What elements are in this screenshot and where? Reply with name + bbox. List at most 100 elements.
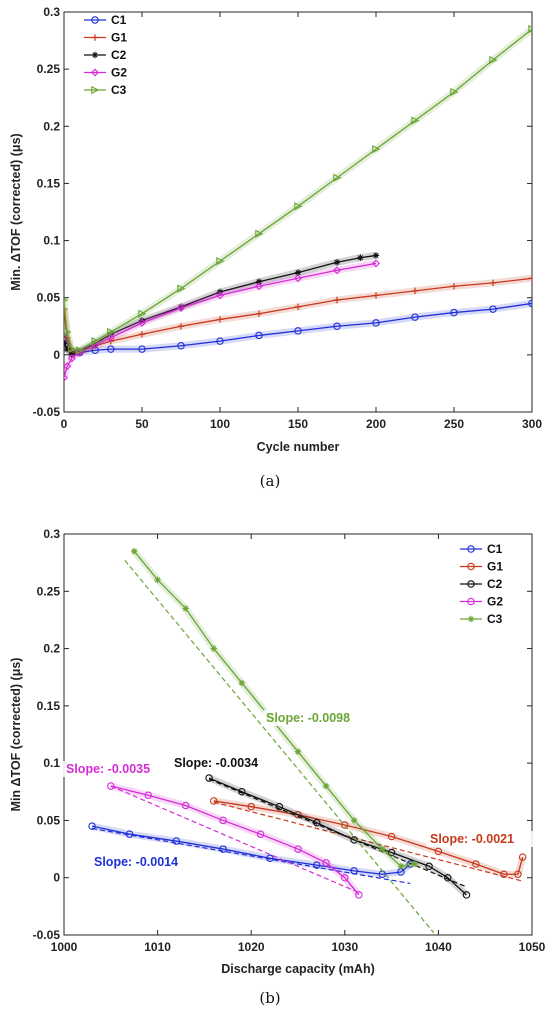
data-point-c1 — [177, 341, 185, 350]
series-c2 — [205, 774, 471, 899]
data-point-g2 — [322, 859, 330, 867]
series-g2 — [107, 782, 363, 899]
data-point-c2 — [92, 340, 99, 347]
x-tick-label: 1040 — [425, 940, 452, 954]
data-point-c2 — [387, 848, 396, 857]
data-point-c2 — [138, 317, 146, 324]
series-line-g1 — [213, 800, 524, 875]
legend-label: C2 — [487, 577, 503, 591]
data-point-c1 — [125, 830, 134, 838]
data-point-c3 — [131, 547, 138, 555]
panel-caption-b: (b) — [259, 989, 280, 1007]
legend-item-c3: C3 — [84, 83, 127, 97]
data-point-c1 — [450, 308, 458, 317]
data-point-g1 — [528, 275, 532, 282]
data-point-g2 — [106, 333, 115, 342]
plot-area — [88, 547, 527, 934]
data-point-c2 — [333, 259, 341, 266]
data-point-c2 — [275, 802, 284, 811]
y-tick-label: -0.05 — [33, 928, 61, 942]
fit-line-c3 — [124, 559, 435, 934]
data-point-c1 — [107, 345, 115, 353]
data-point-c3 — [107, 327, 116, 337]
data-point-c2 — [64, 345, 71, 353]
data-point-c2 — [425, 862, 433, 871]
legend-marker — [467, 580, 475, 588]
data-point-c3 — [489, 55, 498, 65]
legend: C1 G1 C2 G2 C3 — [84, 13, 127, 97]
legend-label: C2 — [111, 48, 127, 62]
data-point-c3 — [182, 605, 189, 612]
x-tick-label: 1020 — [238, 940, 265, 954]
legend-marker — [91, 85, 100, 95]
series-line-c1 — [91, 825, 411, 875]
data-point-c1 — [172, 837, 181, 845]
y-tick-label: 0.25 — [37, 584, 61, 598]
legend-label: G1 — [111, 31, 127, 45]
plot-frame — [63, 11, 533, 413]
y-tick-label: 0.15 — [37, 699, 61, 713]
chart-panel-b: 1000 1010 1020 1030 1040 1050 -0.05 0 0.05 0.1 0.1… — [9, 527, 546, 976]
x-tick-label: 300 — [522, 417, 542, 431]
x-tick-label: 1030 — [331, 940, 358, 954]
data-point-c2 — [205, 774, 213, 782]
data-point-c1 — [255, 331, 263, 340]
y-tick-label: 0.05 — [37, 291, 61, 305]
data-point-g1 — [294, 303, 302, 311]
slope-annotation: Slope: -0.0035 — [66, 762, 150, 776]
data-point-g1 — [372, 292, 380, 299]
data-point-c1 — [88, 822, 96, 830]
legend-item-c2: C2 — [84, 48, 127, 62]
data-point-g1 — [387, 832, 396, 841]
data-point-c1 — [216, 337, 224, 345]
legend-marker — [91, 68, 99, 77]
annotation-bg — [171, 755, 280, 771]
x-axis-label: Cycle number — [257, 440, 340, 454]
data-point-c1 — [333, 322, 341, 331]
series-line-c3 — [64, 28, 532, 351]
data-point-g2 — [75, 348, 84, 357]
data-point-g1 — [500, 870, 508, 879]
series-line-g2 — [64, 262, 377, 378]
series-line-c2 — [208, 777, 467, 896]
data-point-c3 — [411, 860, 419, 868]
series-c1 — [88, 822, 415, 885]
data-point-g2 — [219, 816, 227, 825]
legend-item-c3: C3 — [460, 612, 503, 626]
data-point-g1 — [434, 847, 443, 856]
y-tick-label: -0.05 — [33, 405, 61, 419]
series-c3 — [124, 547, 435, 934]
data-point-c3 — [177, 284, 186, 293]
data-point-c3 — [350, 817, 358, 824]
legend-item-g2: G2 — [460, 595, 503, 609]
data-point-g2 — [294, 845, 302, 853]
data-point-g1 — [216, 316, 224, 323]
data-point-c3 — [397, 863, 405, 870]
data-point-g2 — [341, 873, 349, 882]
data-point-c1 — [372, 319, 380, 327]
data-point-c1 — [411, 313, 419, 321]
legend-label: C1 — [111, 13, 127, 27]
fit-line-g2 — [110, 785, 360, 894]
legend-item-c2: C2 — [460, 577, 503, 591]
plot-frame — [63, 533, 533, 936]
data-point-g1 — [450, 283, 458, 290]
data-point-c3 — [68, 345, 77, 354]
data-point-c2 — [372, 252, 380, 259]
data-point-g1 — [210, 797, 218, 805]
annotation-bg — [63, 761, 172, 777]
legend-item-g1: G1 — [460, 560, 503, 574]
data-point-g1 — [138, 331, 146, 338]
data-point-g2 — [355, 891, 363, 899]
slope-annotation: Slope: -0.0098 — [266, 711, 350, 725]
data-point-g2 — [333, 266, 341, 275]
y-tick-label: 0.1 — [43, 234, 60, 248]
series-line-c3 — [133, 550, 416, 867]
x-tick-label: 1010 — [144, 940, 171, 954]
y-tick-label: 0.25 — [37, 62, 61, 76]
data-point-c2 — [357, 254, 364, 261]
data-point-c1 — [266, 854, 274, 862]
legend-marker — [467, 562, 475, 571]
data-point-g2 — [255, 282, 263, 291]
data-point-g2 — [372, 259, 380, 268]
